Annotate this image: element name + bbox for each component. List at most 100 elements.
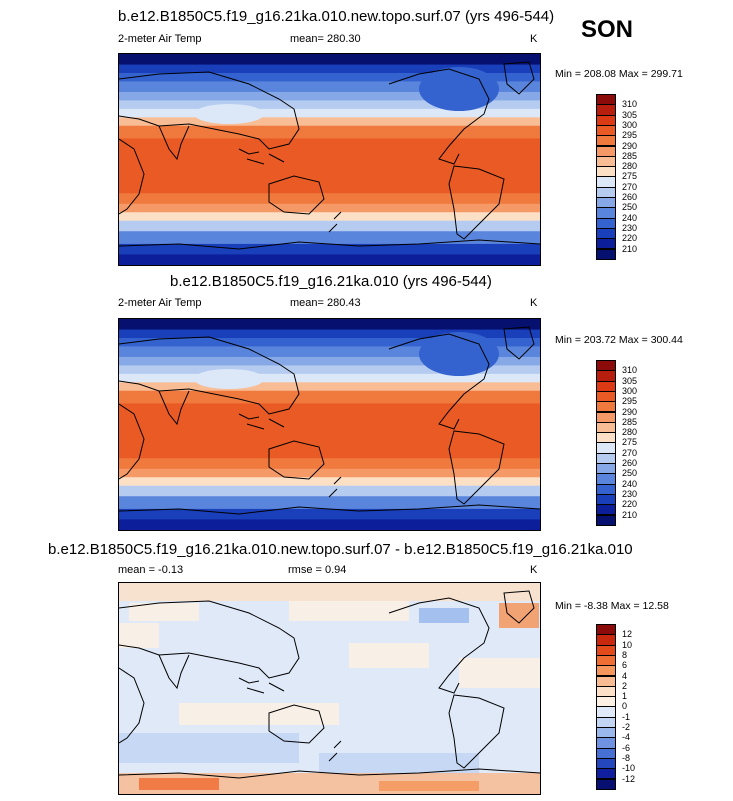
coastline bbox=[268, 175, 325, 215]
colorbar-label: -10 bbox=[622, 763, 636, 774]
map-temp-band bbox=[119, 485, 540, 497]
map-temp-band bbox=[119, 64, 540, 74]
map-temp-band bbox=[119, 180, 540, 194]
map-temp-band bbox=[119, 138, 540, 182]
colorbar-label: 240 bbox=[622, 478, 638, 489]
colorbar-label: -4 bbox=[622, 732, 631, 743]
colorbar-label: 290 bbox=[622, 140, 638, 151]
colorbar-label: 230 bbox=[622, 488, 638, 499]
map-temp-band bbox=[119, 356, 540, 366]
season-label: SON bbox=[581, 16, 634, 43]
map-temp-band bbox=[119, 508, 540, 520]
colorbar-label: 240 bbox=[622, 212, 638, 223]
panel2-variable-label: 2-meter Air Temp bbox=[118, 297, 202, 309]
coastline bbox=[388, 597, 490, 694]
panel3-units: K bbox=[530, 564, 538, 576]
colorbar-label: 290 bbox=[622, 406, 638, 417]
colorbar-label: 270 bbox=[622, 181, 638, 192]
colorbar-label: 270 bbox=[622, 447, 638, 458]
map-anomaly-patch bbox=[499, 603, 539, 628]
map-temp-band bbox=[119, 337, 540, 347]
panel1-title: b.e12.B1850C5.f19_g16.21ka.010.new.topo.… bbox=[118, 8, 555, 25]
coastline bbox=[448, 165, 505, 240]
colorbar-label: 275 bbox=[622, 171, 638, 182]
colorbar-label: 4 bbox=[622, 670, 628, 681]
map-temp-band bbox=[119, 243, 540, 255]
colorbar-label: 300 bbox=[622, 385, 638, 396]
coastline bbox=[119, 71, 300, 150]
colorbar-label: 260 bbox=[622, 458, 638, 468]
coastline bbox=[119, 667, 145, 744]
colorbar-label: 210 bbox=[622, 243, 638, 254]
coastline bbox=[328, 476, 342, 498]
map-anomaly-patch bbox=[119, 623, 159, 648]
coastline bbox=[238, 148, 285, 165]
map-temp-band bbox=[119, 125, 540, 139]
coastline bbox=[388, 68, 490, 165]
coastline bbox=[448, 430, 505, 505]
panel3-rmse-label: rmse = 0.94 bbox=[288, 564, 347, 576]
colorbar-label: 305 bbox=[622, 109, 638, 120]
coastline bbox=[119, 600, 300, 679]
colorbar-label: -6 bbox=[622, 742, 631, 753]
map-cold-region bbox=[194, 369, 264, 389]
map-temp-band bbox=[119, 81, 540, 93]
coastline bbox=[328, 740, 342, 762]
panel1-mean-label: mean= 280.30 bbox=[290, 33, 361, 45]
map-temp-band bbox=[119, 445, 540, 459]
colorbar-label: 280 bbox=[622, 161, 638, 172]
coastline bbox=[388, 333, 490, 430]
map-temp-band bbox=[119, 365, 540, 375]
panel2-map-svg bbox=[119, 319, 540, 530]
map-anomaly-patch bbox=[319, 753, 479, 775]
panel1-minmax: Min = 208.08 Max = 299.71 bbox=[555, 68, 683, 80]
map-cold-region bbox=[419, 67, 499, 111]
coastline bbox=[119, 138, 145, 215]
map-temp-band bbox=[119, 458, 540, 470]
colorbar-label: 12 bbox=[622, 629, 633, 640]
panel3-title: b.e12.B1850C5.f19_g16.21ka.010.new.topo.… bbox=[48, 541, 633, 558]
map-cold-region bbox=[419, 332, 499, 376]
colorbar-label: 6 bbox=[622, 660, 628, 671]
map-temp-band bbox=[119, 329, 540, 339]
coastline bbox=[119, 239, 540, 250]
map-cold-region bbox=[194, 104, 264, 124]
colorbar-label: 1 bbox=[622, 691, 628, 702]
map-anomaly-patch bbox=[289, 601, 409, 621]
colorbar-label: -2 bbox=[622, 722, 631, 732]
colorbar-label: 300 bbox=[622, 119, 638, 130]
colorbar-label: -1 bbox=[622, 711, 631, 722]
colorbar-label: 285 bbox=[622, 150, 638, 161]
colorbar-label: 8 bbox=[622, 649, 628, 660]
coastline bbox=[119, 768, 540, 779]
colorbar-label: 310 bbox=[622, 99, 638, 110]
map-anomaly-patch bbox=[349, 643, 429, 668]
colorbar-label: 220 bbox=[622, 499, 638, 510]
map-temp-band bbox=[119, 382, 540, 392]
map-temp-band bbox=[119, 72, 540, 82]
map-temp-band bbox=[119, 108, 540, 118]
map-temp-band bbox=[119, 212, 540, 222]
coastline bbox=[238, 677, 285, 694]
map-temp-band bbox=[119, 54, 540, 66]
map-temp-band bbox=[119, 346, 540, 358]
panel2-units: K bbox=[530, 297, 538, 309]
coastline bbox=[119, 336, 300, 415]
map-temp-band bbox=[119, 468, 540, 478]
coastline bbox=[328, 211, 342, 233]
panel2-map bbox=[118, 318, 541, 531]
panel3-map-svg bbox=[119, 583, 540, 794]
map-temp-band bbox=[119, 117, 540, 127]
colorbar-label: 305 bbox=[622, 375, 638, 386]
coastline bbox=[119, 504, 540, 515]
panel2-title: b.e12.B1850C5.f19_g16.21ka.010 (yrs 496-… bbox=[170, 273, 492, 290]
map-anomaly-patch bbox=[119, 583, 540, 601]
coastline bbox=[503, 590, 535, 624]
map-temp-band bbox=[119, 193, 540, 205]
colorbar-label: 295 bbox=[622, 130, 638, 141]
map-temp-band bbox=[119, 100, 540, 110]
map-temp-band bbox=[119, 220, 540, 232]
panel1-variable-label: 2-meter Air Temp bbox=[118, 33, 202, 45]
map-anomaly-patch bbox=[139, 778, 219, 790]
panel2-mean-label: mean= 280.43 bbox=[290, 297, 361, 309]
